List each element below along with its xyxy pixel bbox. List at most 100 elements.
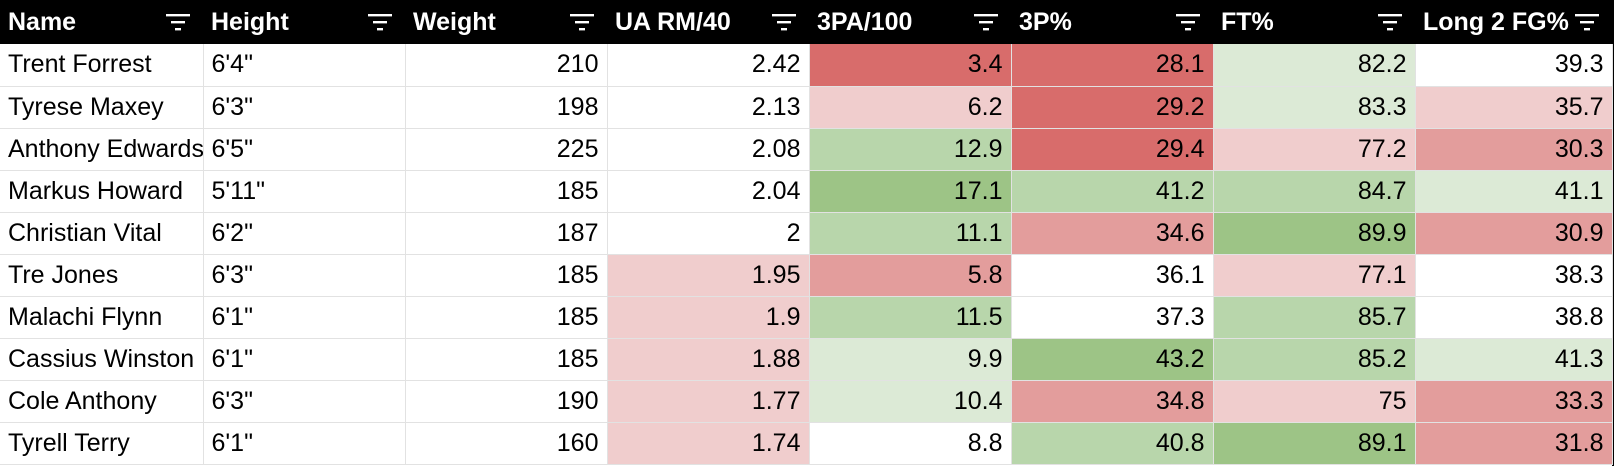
cell-3pa-100[interactable]: 6.2 <box>809 86 1012 129</box>
cell-weight[interactable]: 187 <box>405 212 608 255</box>
cell-ft-pct[interactable]: 77.1 <box>1213 254 1416 297</box>
cell-3p-pct[interactable]: 41.2 <box>1011 170 1214 213</box>
column-header-height[interactable]: Height <box>203 0 405 44</box>
column-header-weight[interactable]: Weight <box>405 0 607 44</box>
column-header-3p-pct[interactable]: 3P% <box>1011 0 1213 44</box>
cell-3pa-100[interactable]: 10.4 <box>809 380 1012 423</box>
cell-name[interactable]: Christian Vital <box>0 212 204 255</box>
cell-long-2-fg-pct[interactable]: 30.9 <box>1415 212 1613 255</box>
cell-3pa-100[interactable]: 11.1 <box>809 212 1012 255</box>
cell-weight[interactable]: 185 <box>405 254 608 297</box>
cell-3p-pct[interactable]: 40.8 <box>1011 422 1214 465</box>
cell-weight[interactable]: 198 <box>405 86 608 129</box>
cell-3pa-100[interactable]: 11.5 <box>809 296 1012 339</box>
column-header-label: Height <box>211 8 289 36</box>
column-header-label: Weight <box>413 8 496 36</box>
cell-long-2-fg-pct[interactable]: 31.8 <box>1415 422 1613 465</box>
cell-ft-pct[interactable]: 89.1 <box>1213 422 1416 465</box>
cell-ua-rm-40[interactable]: 1.77 <box>607 380 810 423</box>
cell-weight[interactable]: 210 <box>405 44 608 87</box>
cell-weight[interactable]: 185 <box>405 338 608 381</box>
cell-3pa-100[interactable]: 9.9 <box>809 338 1012 381</box>
cell-long-2-fg-pct[interactable]: 30.3 <box>1415 128 1613 171</box>
cell-ft-pct[interactable]: 84.7 <box>1213 170 1416 213</box>
filter-icon[interactable] <box>973 12 999 32</box>
filter-icon[interactable] <box>1574 12 1600 32</box>
cell-3p-pct[interactable]: 34.6 <box>1011 212 1214 255</box>
cell-weight[interactable]: 190 <box>405 380 608 423</box>
cell-long-2-fg-pct[interactable]: 41.1 <box>1415 170 1613 213</box>
cell-ua-rm-40[interactable]: 2.08 <box>607 128 810 171</box>
cell-name[interactable]: Markus Howard <box>0 170 204 213</box>
cell-height[interactable]: 6'3" <box>203 86 406 129</box>
cell-ft-pct[interactable]: 83.3 <box>1213 86 1416 129</box>
cell-3p-pct[interactable]: 28.1 <box>1011 44 1214 87</box>
cell-ua-rm-40[interactable]: 1.88 <box>607 338 810 381</box>
cell-height[interactable]: 6'3" <box>203 380 406 423</box>
cell-3p-pct[interactable]: 36.1 <box>1011 254 1214 297</box>
cell-height[interactable]: 5'11" <box>203 170 406 213</box>
cell-ua-rm-40[interactable]: 2.04 <box>607 170 810 213</box>
filter-icon[interactable] <box>1377 12 1403 32</box>
cell-3pa-100[interactable]: 17.1 <box>809 170 1012 213</box>
cell-3pa-100[interactable]: 8.8 <box>809 422 1012 465</box>
cell-height[interactable]: 6'5" <box>203 128 406 171</box>
cell-name[interactable]: Tyrell Terry <box>0 422 204 465</box>
cell-ua-rm-40[interactable]: 1.9 <box>607 296 810 339</box>
cell-name[interactable]: Malachi Flynn <box>0 296 204 339</box>
cell-3p-pct[interactable]: 29.4 <box>1011 128 1214 171</box>
cell-name[interactable]: Anthony Edwards <box>0 128 204 171</box>
column-header-ua-rm-40[interactable]: UA RM/40 <box>607 0 809 44</box>
cell-3p-pct[interactable]: 37.3 <box>1011 296 1214 339</box>
cell-3p-pct[interactable]: 34.8 <box>1011 380 1214 423</box>
cell-3pa-100[interactable]: 12.9 <box>809 128 1012 171</box>
cell-ft-pct[interactable]: 82.2 <box>1213 44 1416 87</box>
cell-name[interactable]: Cole Anthony <box>0 380 204 423</box>
table-row: Tyrese Maxey 6'3" 198 2.13 6.2 29.2 83.3 35.7 <box>0 86 1613 129</box>
filter-icon[interactable] <box>771 12 797 32</box>
filter-icon[interactable] <box>367 12 393 32</box>
cell-height[interactable]: 6'2" <box>203 212 406 255</box>
cell-name[interactable]: Tyrese Maxey <box>0 86 204 129</box>
filter-icon[interactable] <box>1175 12 1201 32</box>
cell-3p-pct[interactable]: 43.2 <box>1011 338 1214 381</box>
filter-icon[interactable] <box>569 12 595 32</box>
cell-long-2-fg-pct[interactable]: 41.3 <box>1415 338 1613 381</box>
cell-height[interactable]: 6'1" <box>203 296 406 339</box>
cell-long-2-fg-pct[interactable]: 38.8 <box>1415 296 1613 339</box>
cell-ft-pct[interactable]: 75 <box>1213 380 1416 423</box>
cell-height[interactable]: 6'1" <box>203 338 406 381</box>
column-header-3pa-100[interactable]: 3PA/100 <box>809 0 1011 44</box>
cell-ua-rm-40[interactable]: 1.74 <box>607 422 810 465</box>
cell-long-2-fg-pct[interactable]: 39.3 <box>1415 44 1613 87</box>
cell-weight[interactable]: 225 <box>405 128 608 171</box>
cell-weight[interactable]: 160 <box>405 422 608 465</box>
cell-height[interactable]: 6'3" <box>203 254 406 297</box>
cell-long-2-fg-pct[interactable]: 35.7 <box>1415 86 1613 129</box>
cell-ft-pct[interactable]: 89.9 <box>1213 212 1416 255</box>
cell-weight[interactable]: 185 <box>405 170 608 213</box>
cell-height[interactable]: 6'4" <box>203 44 406 87</box>
cell-ua-rm-40[interactable]: 2 <box>607 212 810 255</box>
cell-height[interactable]: 6'1" <box>203 422 406 465</box>
cell-ua-rm-40[interactable]: 2.13 <box>607 86 810 129</box>
cell-long-2-fg-pct[interactable]: 38.3 <box>1415 254 1613 297</box>
filter-icon[interactable] <box>165 12 191 32</box>
cell-ft-pct[interactable]: 85.2 <box>1213 338 1416 381</box>
cell-ua-rm-40[interactable]: 2.42 <box>607 44 810 87</box>
column-header-long-2-fg-pct[interactable]: Long 2 FG% <box>1415 0 1612 44</box>
cell-name[interactable]: Trent Forrest <box>0 44 204 87</box>
cell-name[interactable]: Tre Jones <box>0 254 204 297</box>
cell-3pa-100[interactable]: 5.8 <box>809 254 1012 297</box>
cell-name[interactable]: Cassius Winston <box>0 338 204 381</box>
cell-ua-rm-40[interactable]: 1.95 <box>607 254 810 297</box>
column-header-ft-pct[interactable]: FT% <box>1213 0 1415 44</box>
cell-ft-pct[interactable]: 77.2 <box>1213 128 1416 171</box>
cell-3pa-100[interactable]: 3.4 <box>809 44 1012 87</box>
cell-ft-pct[interactable]: 85.7 <box>1213 296 1416 339</box>
column-header-name[interactable]: Name <box>0 0 203 44</box>
cell-3p-pct[interactable]: 29.2 <box>1011 86 1214 129</box>
cell-long-2-fg-pct[interactable]: 33.3 <box>1415 380 1613 423</box>
cell-weight[interactable]: 185 <box>405 296 608 339</box>
